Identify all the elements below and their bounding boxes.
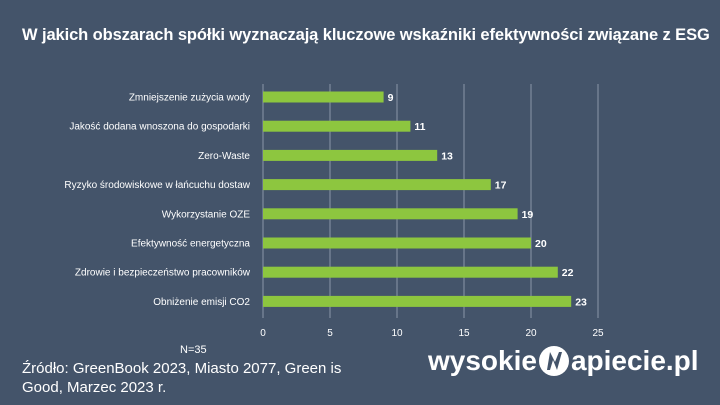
bar — [263, 179, 491, 191]
x-tick-label: 15 — [458, 328, 470, 339]
category-label: Efektywność energetyczna — [131, 239, 250, 250]
value-label: 20 — [535, 238, 547, 250]
category-label: Zero-Waste — [198, 151, 250, 162]
value-label: 19 — [522, 209, 534, 221]
category-label: Wykorzystanie OZE — [162, 209, 251, 220]
value-label: 22 — [562, 267, 574, 279]
value-label: 11 — [414, 121, 425, 133]
chart-title: W jakich obszarach spółki wyznaczają klu… — [22, 26, 710, 44]
value-label: 17 — [495, 180, 507, 192]
logo-text-right: apiecie.pl — [570, 345, 699, 376]
brand-logo: wysokie apiecie.pl — [428, 345, 699, 377]
category-label: Ryzyko środowiskowe w łańcuchu dostaw — [64, 180, 250, 191]
lightning-icon — [538, 345, 570, 377]
category-label: Zmniejszenie zużycia wody — [129, 93, 250, 104]
bar — [263, 149, 438, 161]
category-label: Jakość dodana wnoszona do gospodarki — [69, 122, 250, 133]
bars — [263, 91, 572, 307]
x-tick-label: 0 — [260, 328, 266, 339]
value-label: 23 — [575, 296, 587, 308]
value-label: 9 — [388, 92, 394, 104]
value-labels: 9 11 13 17 19 20 22 23 — [388, 92, 587, 308]
x-tick-label: 10 — [391, 328, 403, 339]
bar — [263, 295, 572, 307]
value-label: 13 — [441, 150, 453, 162]
bar — [263, 120, 411, 132]
bar — [263, 237, 531, 249]
logo-text-left: wysokie — [428, 345, 537, 376]
x-tick-label: 25 — [592, 328, 604, 339]
x-tick-label: 5 — [327, 328, 333, 339]
sample-size-label: N=35 — [180, 344, 207, 356]
grid-lines — [262, 84, 599, 318]
category-labels: Zmniejszenie zużycia wody Jakość dodana w… — [64, 93, 250, 308]
source-note: Źródło: GreenBook 2023, Miasto 2077, Gre… — [22, 360, 342, 396]
category-label: Zdrowie i bezpieczeństwo pracowników — [75, 268, 251, 279]
bar — [263, 208, 518, 220]
bar — [263, 266, 558, 278]
bar — [263, 91, 384, 103]
x-axis-ticks: 0 5 10 15 20 25 — [260, 328, 604, 339]
x-tick-label: 20 — [525, 328, 537, 339]
category-label: Obniżenie emisji CO2 — [153, 297, 250, 308]
